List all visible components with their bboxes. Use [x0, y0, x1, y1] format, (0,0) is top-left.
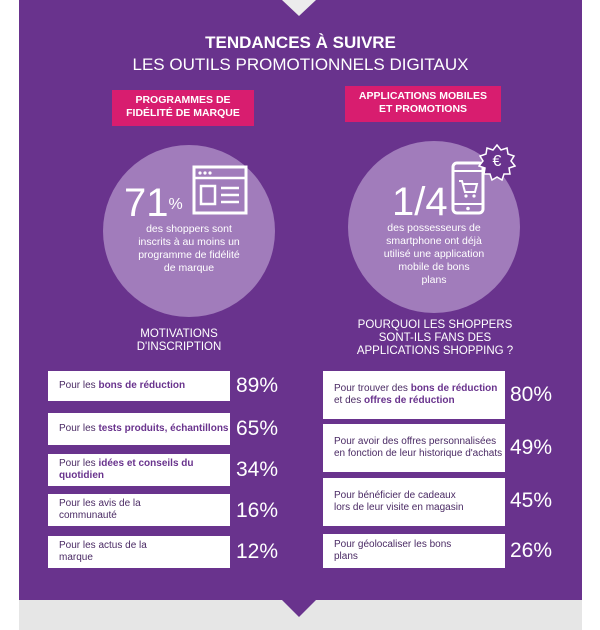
motivations-heading-line1: MOTIVATIONS	[140, 328, 218, 340]
reason-percent: 49%	[510, 436, 553, 459]
reason-row: Pour avoir des offres personnalisées en …	[323, 424, 505, 472]
motivation-percent: 34%	[236, 458, 279, 481]
loyalty-tag: PROGRAMMES DE FIDÉLITÉ DE MARQUE	[112, 90, 254, 126]
why-fans-heading-line3: APPLICATIONS SHOPPING ?	[356, 345, 514, 357]
loyalty-tag-line2: FIDÉLITÉ DE MARQUE	[126, 107, 240, 119]
motivation-row: Pour les tests produits, échantillons	[48, 413, 230, 445]
motivation-percent: 16%	[236, 499, 279, 522]
reason-percent: 45%	[510, 489, 553, 512]
loyalty-description: des shoppers sont inscrits à au moins un…	[112, 223, 266, 275]
mobile-desc-line: des possesseurs de	[387, 222, 481, 234]
loyalty-tag-line1: PROGRAMMES DE	[135, 94, 231, 106]
motivation-percent: 12%	[236, 540, 279, 563]
mobile-apps-tag-line1: APPLICATIONS MOBILES	[358, 90, 488, 102]
why-fans-heading: POURQUOI LES SHOPPERS SONT-ILS FANS DES …	[330, 319, 540, 358]
bottom-notch	[282, 600, 316, 617]
loyalty-desc-line: programme de fidélité	[138, 249, 240, 261]
mobile-apps-tag: APPLICATIONS MOBILES ET PROMOTIONS	[345, 86, 501, 122]
motivations-heading-line2: D'INSCRIPTION	[136, 341, 222, 353]
smartphone-cart-icon	[451, 161, 485, 215]
reason-row: Pour trouver des bons de réduction et de…	[323, 371, 505, 419]
mobile-desc-line: utilisé une application	[383, 248, 485, 260]
motivation-row: Pour les bons de réduction	[48, 371, 230, 401]
loyalty-stat: 71%	[124, 181, 183, 225]
mobile-desc-line: mobile de bons	[398, 261, 470, 273]
motivation-percent: 65%	[236, 417, 279, 440]
motivation-row: Pour les idées et conseils du quotidien	[48, 454, 230, 486]
motivation-percent: 89%	[236, 374, 279, 397]
reason-percent: 26%	[510, 539, 553, 562]
mobile-desc-line: plans	[421, 274, 447, 286]
reason-row: Pour géolocaliser les bons plans	[323, 534, 505, 568]
loyalty-desc-line: de marque	[163, 262, 215, 274]
motivation-row: Pour les avis de la communauté	[48, 494, 230, 526]
page-subtitle: LES OUTILS PROMOTIONNELS DIGITAUX	[132, 55, 469, 74]
reason-percent: 80%	[510, 383, 553, 406]
mobile-stat: 1/4	[392, 180, 448, 224]
page-title: TENDANCES À SUIVRE	[205, 33, 396, 52]
loyalty-desc-line: des shoppers sont	[146, 223, 232, 235]
reason-row: Pour bénéficier de cadeaux lors de leur …	[323, 478, 505, 526]
why-fans-heading-line2: SONT-ILS FANS DES	[378, 332, 492, 344]
motivations-heading: MOTIVATIONS D'INSCRIPTION	[84, 328, 274, 354]
mobile-desc-line: smartphone ont déjà	[386, 235, 482, 247]
top-notch	[282, 0, 316, 16]
mobile-description: des possesseurs de smartphone ont déjà u…	[356, 222, 512, 287]
euro-symbol: €	[492, 153, 502, 170]
euro-badge-icon	[478, 144, 516, 182]
loyalty-desc-line: inscrits à au moins un	[138, 236, 240, 248]
mobile-apps-tag-line2: ET PROMOTIONS	[378, 103, 468, 115]
why-fans-heading-line1: POURQUOI LES SHOPPERS	[357, 319, 513, 331]
motivation-row: Pour les actus de la marque	[48, 536, 230, 568]
browser-window-icon	[192, 165, 248, 215]
